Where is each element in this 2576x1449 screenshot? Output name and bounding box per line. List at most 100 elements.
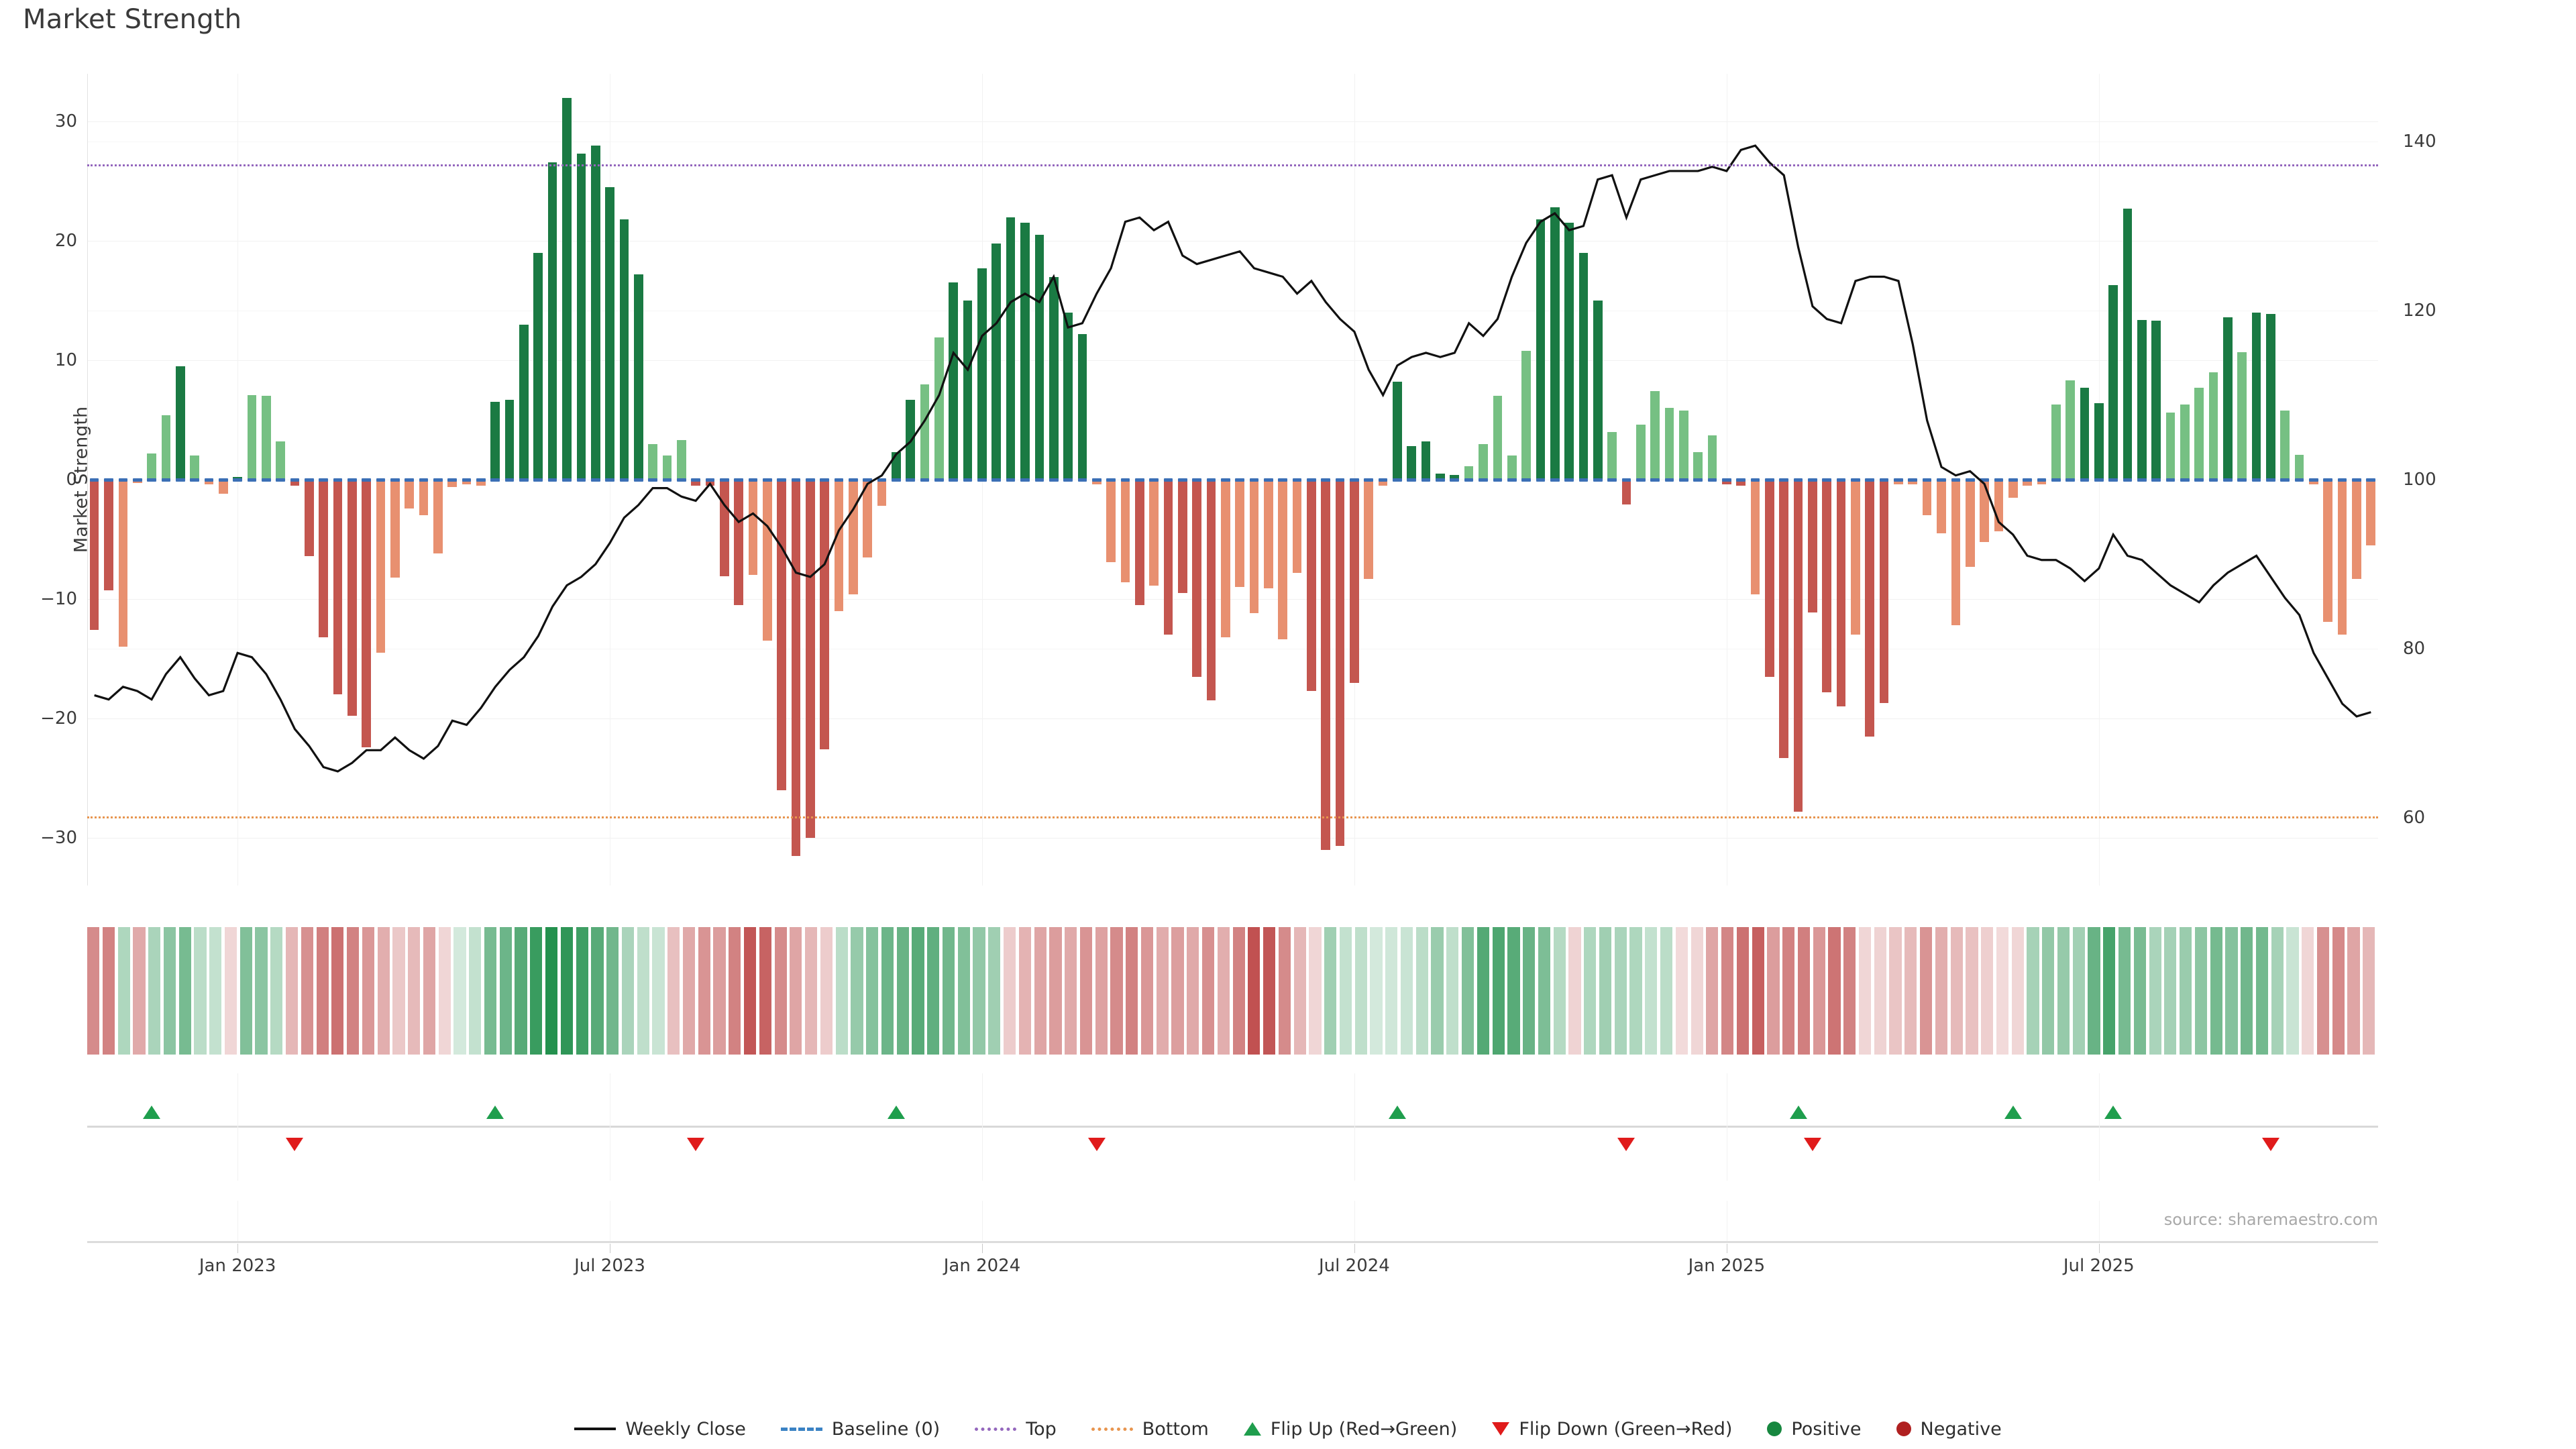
- heat-strip-cell: [1018, 927, 1031, 1055]
- heat-strip-cell: [2072, 927, 2085, 1055]
- bar: [1235, 480, 1244, 588]
- legend-label: Bottom: [1142, 1418, 1209, 1440]
- heat-strip-cell: [453, 927, 466, 1055]
- heat-strip-cell: [820, 927, 833, 1055]
- baseline-marker: [1378, 478, 1388, 482]
- heat-strip-cell: [1767, 927, 1780, 1055]
- baseline-marker: [1965, 478, 1975, 482]
- heat-strip-cell: [1935, 927, 1947, 1055]
- y-tick-label-left: −30: [40, 827, 77, 848]
- bar: [1922, 480, 1932, 516]
- bar: [676, 440, 686, 480]
- baseline-marker: [2266, 478, 2275, 482]
- bar: [849, 480, 858, 594]
- legend-label: Flip Up (Red→Green): [1270, 1418, 1458, 1440]
- top-reference-line: [87, 164, 2378, 167]
- bar: [877, 480, 887, 506]
- baseline-marker: [1793, 478, 1803, 482]
- bar: [1407, 446, 1417, 480]
- heat-strip-cell: [1843, 927, 1856, 1055]
- bar: [1321, 480, 1331, 850]
- baseline-marker: [777, 478, 786, 482]
- x-tick-label: Jan 2025: [1688, 1256, 1766, 1276]
- baseline-marker: [304, 478, 314, 482]
- heat-strip-cell: [194, 927, 207, 1055]
- bar: [648, 443, 657, 480]
- heat-strip-cell: [682, 927, 696, 1055]
- legend-item[interactable]: Negative: [1896, 1419, 2002, 1440]
- heat-strip-cell: [1248, 927, 1260, 1055]
- gridline: [87, 598, 2378, 600]
- bar: [276, 441, 285, 480]
- bar: [633, 274, 643, 480]
- heat-strip-cell: [1690, 927, 1703, 1055]
- heat-strip-cell: [1339, 927, 1352, 1055]
- bar: [519, 324, 529, 480]
- legend-label: Weekly Close: [625, 1418, 746, 1440]
- heat-strip-cell: [1049, 927, 1062, 1055]
- baseline-marker: [1635, 478, 1646, 482]
- bar: [2251, 312, 2261, 480]
- heat-strip-cell: [1278, 927, 1291, 1055]
- heat-strip-cell: [1492, 927, 1505, 1055]
- legend-item[interactable]: Bottom: [1091, 1419, 1209, 1440]
- heat-strip-cell: [362, 927, 374, 1055]
- baseline-marker: [963, 478, 973, 482]
- legend-item[interactable]: Top: [975, 1419, 1057, 1440]
- heat-strip-cell: [1110, 927, 1123, 1055]
- baseline-marker: [490, 478, 500, 482]
- x-tick-label: Jul 2024: [1319, 1256, 1390, 1276]
- baseline-marker: [476, 478, 486, 482]
- heat-strip-cell: [713, 927, 726, 1055]
- heat-strip-cell: [530, 927, 543, 1055]
- bar: [2037, 480, 2047, 485]
- heat-strip-cell: [2194, 927, 2207, 1055]
- baseline-marker: [2051, 478, 2061, 482]
- bar: [390, 480, 400, 578]
- baseline-marker: [1894, 478, 1903, 482]
- baseline-marker: [261, 478, 271, 482]
- heat-strip-cell: [1828, 927, 1841, 1055]
- heat-strip-cell: [2316, 927, 2330, 1055]
- baseline-marker: [1177, 478, 1187, 482]
- baseline-marker: [662, 478, 672, 482]
- baseline-marker: [1750, 478, 1760, 482]
- heat-strip-cell: [1721, 927, 1734, 1055]
- bar: [405, 480, 415, 508]
- legend-item[interactable]: Positive: [1767, 1418, 1862, 1440]
- legend-item[interactable]: Weekly Close: [574, 1419, 746, 1440]
- legend-item[interactable]: Flip Up (Red→Green): [1243, 1418, 1458, 1440]
- heat-strip-cell: [1797, 927, 1811, 1055]
- bar: [934, 337, 944, 480]
- baseline-marker: [1851, 478, 1860, 482]
- heat-strip-cell: [2103, 927, 2116, 1055]
- baseline-marker: [892, 478, 901, 482]
- bar: [1464, 466, 1474, 480]
- source-attribution: source: sharemaestro.com: [2163, 1210, 2378, 1229]
- bar: [1808, 480, 1817, 612]
- flip-up-marker: [1789, 1106, 1807, 1119]
- bar: [2108, 284, 2118, 480]
- baseline-marker: [1264, 478, 1273, 482]
- bar: [1879, 480, 1889, 703]
- bar: [906, 399, 916, 480]
- heat-strip-cell: [1813, 927, 1825, 1055]
- heat-strip-cell: [1354, 927, 1367, 1055]
- baseline-marker: [1621, 478, 1631, 482]
- heat-strip-cell: [1217, 927, 1230, 1055]
- baseline-marker: [1464, 478, 1474, 482]
- bar: [1249, 480, 1259, 614]
- bar: [820, 480, 830, 750]
- legend-item[interactable]: Baseline (0): [780, 1419, 940, 1440]
- bar: [462, 480, 472, 485]
- heat-strip-cell: [117, 927, 130, 1055]
- legend-item[interactable]: Flip Down (Green→Red): [1492, 1419, 1732, 1440]
- vertical-gridline: [2098, 1073, 2100, 1181]
- heat-strip-cell: [2286, 927, 2299, 1055]
- heat-strip-cell: [1446, 927, 1459, 1055]
- legend-label: Positive: [1791, 1418, 1862, 1440]
- baseline-marker: [1436, 478, 1445, 482]
- baseline-marker: [2094, 478, 2104, 482]
- y-tick-label-left: −20: [40, 708, 77, 729]
- flip-up-marker: [143, 1106, 161, 1119]
